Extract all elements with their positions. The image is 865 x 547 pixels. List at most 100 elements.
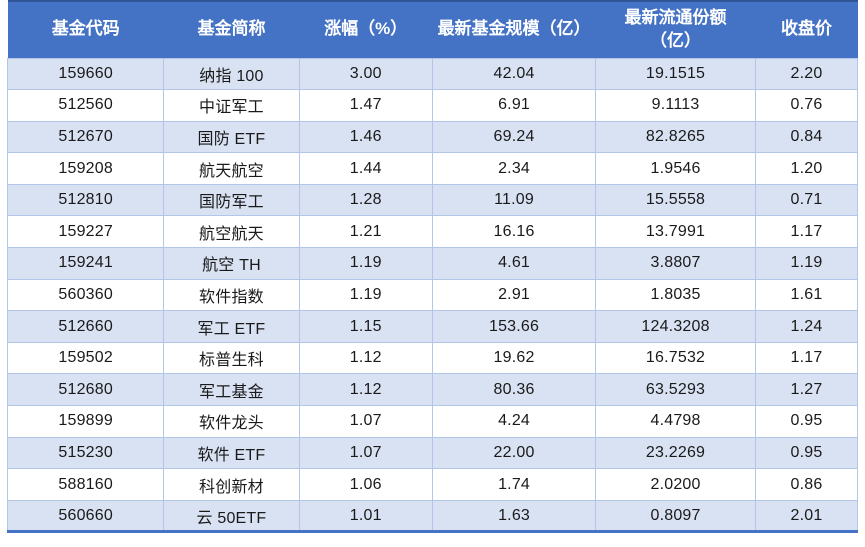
cell: 航空航天	[163, 215, 300, 249]
cell: 国防军工	[163, 183, 300, 217]
column-header-label: 基金简称	[197, 19, 266, 39]
cell: 512810	[6, 183, 165, 217]
cell: 2.0200	[595, 468, 756, 501]
cell: 159899	[6, 405, 165, 438]
cell: 0.84	[754, 120, 859, 154]
cell: 15.5558	[595, 183, 756, 217]
column-header-label: 最新流通份额（亿）	[624, 7, 727, 50]
cell: 1.06	[298, 468, 433, 501]
cell: 1.63	[431, 499, 597, 533]
cell: 1.07	[298, 405, 433, 438]
cell: 1.27	[754, 373, 859, 407]
cell: 512680	[6, 373, 165, 407]
cell: 中证军工	[163, 89, 300, 122]
table-row: 159241 航空 TH 1.19 4.61 3.8807 1.19	[6, 247, 859, 280]
cell: 0.95	[754, 436, 859, 470]
cell: 4.24	[431, 405, 597, 438]
cell: 512670	[6, 120, 165, 154]
cell: 软件指数	[163, 278, 300, 312]
cell: 1.61	[754, 278, 859, 312]
cell: 1.19	[298, 278, 433, 312]
cell: 16.16	[431, 215, 597, 249]
cell: 1.21	[298, 215, 433, 249]
cell: 159241	[6, 247, 165, 280]
cell: 1.07	[298, 436, 433, 470]
table-row: 159208 航天航空 1.44 2.34 1.9546 1.20	[6, 152, 859, 185]
cell: 0.86	[754, 468, 859, 501]
cell: 19.62	[431, 341, 597, 375]
column-header-label: 收盘价	[780, 19, 832, 39]
cell: 1.20	[754, 152, 859, 185]
table-row: 512660 军工 ETF 1.15 153.66 124.3208 1.24	[6, 310, 859, 343]
cell: 1.15	[298, 310, 433, 343]
cell: 1.44	[298, 152, 433, 185]
cell: 纳指 100	[163, 57, 300, 91]
cell: 4.4798	[595, 405, 756, 438]
cell: 软件龙头	[163, 405, 300, 438]
table-row: 512810 国防军工 1.28 11.09 15.5558 0.71	[6, 183, 859, 217]
cell: 0.8097	[595, 499, 756, 533]
cell: 82.8265	[595, 120, 756, 154]
table-row: 512560 中证军工 1.47 6.91 9.1113 0.76	[6, 89, 859, 122]
cell: 19.1515	[595, 57, 756, 91]
cell: 1.8035	[595, 278, 756, 312]
column-header-label: 基金代码	[51, 19, 120, 39]
cell: 1.46	[298, 120, 433, 154]
cell: 515230	[6, 436, 165, 470]
cell: 标普生科	[163, 341, 300, 375]
cell: 4.61	[431, 247, 597, 280]
cell: 1.24	[754, 310, 859, 343]
header-row: 基金代码 基金简称 涨幅（%） 最新基金规模（亿） 最新流通份额（亿） 收盘价	[7, 0, 858, 58]
fund-table-page: 基金代码 基金简称 涨幅（%） 最新基金规模（亿） 最新流通份额（亿） 收盘价 15966…	[6, 0, 859, 534]
cell: 63.5293	[595, 373, 756, 407]
cell: 航空 TH	[163, 247, 300, 280]
cell: 1.19	[754, 247, 859, 280]
cell: 512660	[6, 310, 165, 343]
cell: 1.01	[298, 499, 433, 533]
cell: 22.00	[431, 436, 597, 470]
cell: 42.04	[431, 57, 597, 91]
cell: 军工 ETF	[163, 310, 300, 343]
table-row: 588160 科创新材 1.06 1.74 2.0200 0.86	[6, 468, 859, 501]
cell: 1.17	[754, 215, 859, 249]
table-row: 159227 航空航天 1.21 16.16 13.7991 1.17	[6, 215, 859, 249]
column-header-5: 最新流通份额（亿）	[595, 0, 756, 58]
cell: 9.1113	[595, 89, 756, 122]
cell: 军工基金	[163, 373, 300, 407]
cell: 512560	[6, 89, 165, 122]
table-header: 基金代码 基金简称 涨幅（%） 最新基金规模（亿） 最新流通份额（亿） 收盘价	[7, 0, 858, 58]
cell: 2.20	[754, 57, 859, 91]
cell: 2.34	[431, 152, 597, 185]
column-header-1: 基金代码	[7, 0, 164, 58]
cell: 1.12	[298, 341, 433, 375]
table-row: 515230 软件 ETF 1.07 22.00 23.2269 0.95	[6, 436, 859, 470]
table-row: 159502 标普生科 1.12 19.62 16.7532 1.17	[6, 341, 859, 375]
cell: 159502	[6, 341, 165, 375]
table-row: 512680 军工基金 1.12 80.36 63.5293 1.27	[6, 373, 859, 407]
cell: 科创新材	[163, 468, 300, 501]
cell: 2.91	[431, 278, 597, 312]
fund-table: 基金代码 基金简称 涨幅（%） 最新基金规模（亿） 最新流通份额（亿） 收盘价 15966…	[6, 0, 859, 534]
column-header-3: 涨幅（%）	[299, 0, 433, 58]
cell: 0.71	[754, 183, 859, 217]
cell: 3.8807	[595, 247, 756, 280]
cell: 2.01	[754, 499, 859, 533]
cell: 1.28	[298, 183, 433, 217]
cell: 11.09	[431, 183, 597, 217]
column-header-label: 涨幅（%）	[324, 19, 408, 39]
cell: 159208	[6, 152, 165, 185]
cell: 航天航空	[163, 152, 300, 185]
cell: 159660	[6, 57, 165, 91]
cell: 0.95	[754, 405, 859, 438]
table-row: 560360 软件指数 1.19 2.91 1.8035 1.61	[6, 278, 859, 312]
cell: 0.76	[754, 89, 859, 122]
cell: 3.00	[298, 57, 433, 91]
cell: 1.17	[754, 341, 859, 375]
table-row: 159660 纳指 100 3.00 42.04 19.1515 2.20	[6, 57, 859, 91]
cell: 1.74	[431, 468, 597, 501]
cell: 560360	[6, 278, 165, 312]
column-header-4: 最新基金规模（亿）	[432, 0, 596, 58]
column-header-label: 最新基金规模（亿）	[437, 19, 591, 39]
table-row: 560660 云 50ETF 1.01 1.63 0.8097 2.01	[6, 499, 859, 533]
cell: 1.47	[298, 89, 433, 122]
